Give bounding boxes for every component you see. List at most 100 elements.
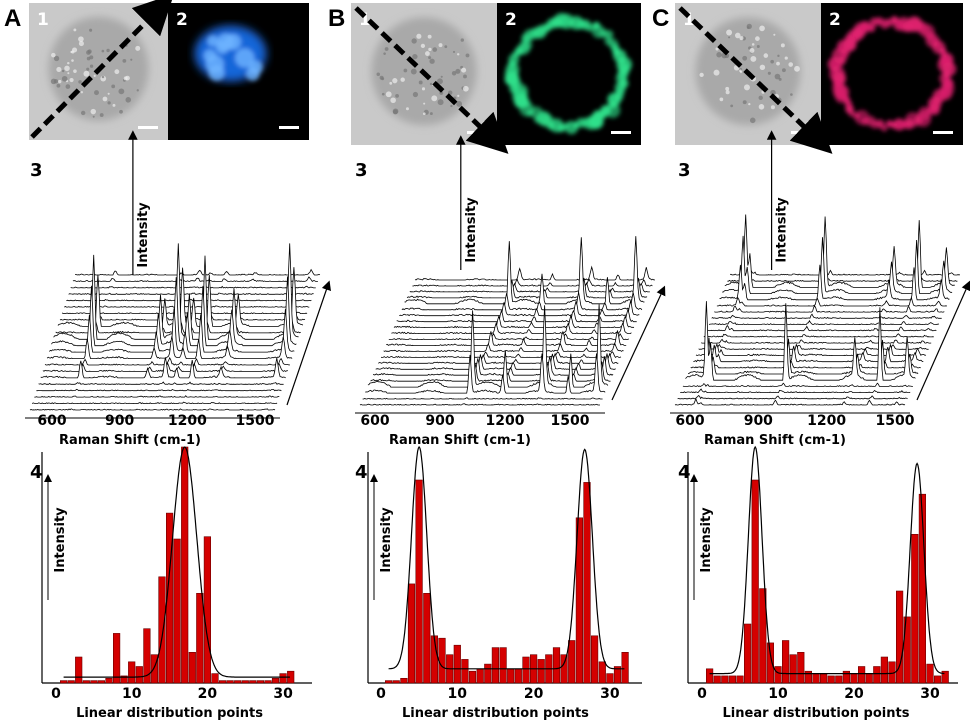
histogram-bar bbox=[721, 675, 729, 684]
x-tick-label: 1500 bbox=[876, 413, 915, 429]
histogram-bar bbox=[468, 670, 477, 684]
spectrum-line bbox=[401, 292, 643, 311]
histogram-bar bbox=[166, 512, 174, 684]
histogram-bar bbox=[812, 673, 820, 684]
histogram-bar bbox=[143, 628, 151, 684]
y-axis-title: Intensity bbox=[379, 507, 394, 573]
spectrum-line bbox=[383, 342, 624, 352]
x-axis-title: Linear distribution points bbox=[723, 706, 910, 721]
scale-bar bbox=[467, 131, 487, 134]
histogram-bar bbox=[407, 583, 416, 684]
image-label: 2 bbox=[505, 10, 517, 30]
histogram-bar bbox=[400, 677, 408, 684]
spectrum-line bbox=[70, 285, 316, 289]
spectrum-line bbox=[682, 382, 913, 387]
histogram-bar bbox=[781, 640, 790, 684]
x-tick-label: 900 bbox=[425, 413, 454, 429]
histogram-bar bbox=[135, 666, 143, 684]
scale-bar bbox=[611, 131, 631, 134]
scale-bar bbox=[279, 126, 299, 129]
x-tick-label: 600 bbox=[360, 413, 389, 429]
histogram-bar bbox=[865, 673, 873, 684]
histogram-bar bbox=[59, 680, 68, 684]
histogram-bar bbox=[491, 647, 500, 684]
spectrum-line bbox=[693, 344, 924, 363]
x-tick-label: 600 bbox=[37, 413, 66, 429]
row4-label: 4 bbox=[355, 462, 368, 483]
x-tick-label: 30 bbox=[273, 686, 293, 702]
spectrum-line bbox=[391, 321, 632, 335]
spectrum-line bbox=[677, 394, 908, 400]
spectrum-line bbox=[706, 324, 937, 332]
histogram-bar bbox=[392, 680, 400, 684]
x-tick-label: 20 bbox=[844, 686, 864, 702]
spectrum-line bbox=[414, 265, 656, 281]
x-tick-label: 900 bbox=[105, 413, 134, 429]
spectrum-line bbox=[72, 276, 318, 282]
histogram-bar bbox=[438, 637, 446, 684]
panel-b: B 1 2 3 Intensity 600 900 1200 1500 Raman Shift (… bbox=[328, 3, 666, 721]
x-tick-label: 1500 bbox=[551, 413, 590, 429]
histogram-bar bbox=[499, 647, 507, 684]
spectrum-line bbox=[703, 333, 934, 338]
image-label: 2 bbox=[176, 10, 188, 30]
histogram-bar bbox=[842, 670, 850, 684]
histogram-bar bbox=[105, 677, 113, 684]
histogram-bar bbox=[575, 517, 583, 684]
raman-waterfall-plot: Intensity 600 900 1200 1500 Raman Shift (cm-1… bbox=[25, 130, 331, 448]
histogram-bar bbox=[453, 644, 461, 684]
panel-letter: B bbox=[328, 5, 345, 32]
spectrum-line bbox=[386, 330, 627, 346]
histogram-bar bbox=[75, 656, 83, 684]
histogram-bar bbox=[219, 680, 227, 684]
x-axis-title: Linear distribution points bbox=[76, 706, 263, 721]
spectrum-line bbox=[714, 304, 945, 313]
depth-arrow bbox=[611, 285, 666, 401]
spectrum-line bbox=[685, 301, 916, 381]
histogram-bar bbox=[759, 588, 767, 684]
spectrum-line bbox=[31, 401, 278, 405]
histogram-bar bbox=[819, 673, 828, 684]
spectrum-line bbox=[362, 397, 603, 400]
spectrum-line bbox=[34, 395, 280, 398]
histogram-bar bbox=[514, 668, 522, 684]
histogram-bar bbox=[590, 635, 599, 684]
image-label: 1 bbox=[683, 10, 695, 30]
histogram-bar bbox=[256, 680, 265, 684]
line-scan-arrow bbox=[678, 6, 833, 154]
spectrum-line bbox=[380, 351, 622, 359]
image-label: 2 bbox=[829, 10, 841, 30]
row4-label: 4 bbox=[678, 462, 691, 483]
spectrum-line bbox=[708, 319, 940, 325]
histogram-bar bbox=[941, 670, 949, 684]
histogram-bar bbox=[713, 675, 721, 684]
panel-c: C 1 2 3 Intensity 600 900 1200 1500 Raman Shift (… bbox=[652, 3, 970, 721]
x-tick-label: 0 bbox=[376, 686, 386, 702]
gaussian-fit-curve bbox=[388, 445, 625, 670]
x-tick-label: 1200 bbox=[486, 413, 525, 429]
histogram-bar bbox=[766, 642, 774, 684]
histogram-bar bbox=[568, 640, 576, 684]
histogram-bar bbox=[264, 680, 272, 684]
histogram-bar bbox=[120, 675, 128, 684]
histogram-bar bbox=[173, 538, 181, 684]
spectrum-line bbox=[64, 305, 310, 308]
x-axis-title: Raman Shift (cm-1) bbox=[389, 433, 531, 448]
distribution-histogram: Intensity 0 10 20 30 Linear distribution poin… bbox=[687, 445, 958, 721]
raman-waterfall-plot: Intensity 600 900 1200 1500 Raman Shift (cm-1… bbox=[670, 130, 970, 448]
histogram-bar bbox=[150, 654, 159, 684]
histogram-bar bbox=[181, 446, 189, 684]
depth-arrow bbox=[916, 280, 970, 401]
histogram-bar bbox=[835, 675, 843, 684]
histogram-bar bbox=[560, 654, 568, 684]
y-axis-title: Intensity bbox=[699, 507, 714, 573]
histogram-bar bbox=[926, 663, 934, 684]
spectrum-line bbox=[409, 282, 650, 293]
spectrum-line bbox=[29, 408, 276, 411]
histogram-bar bbox=[241, 680, 249, 684]
histogram-bar bbox=[613, 666, 622, 684]
histogram-bar bbox=[203, 536, 212, 684]
histogram-bar bbox=[751, 479, 759, 684]
histogram-bar bbox=[188, 651, 196, 684]
